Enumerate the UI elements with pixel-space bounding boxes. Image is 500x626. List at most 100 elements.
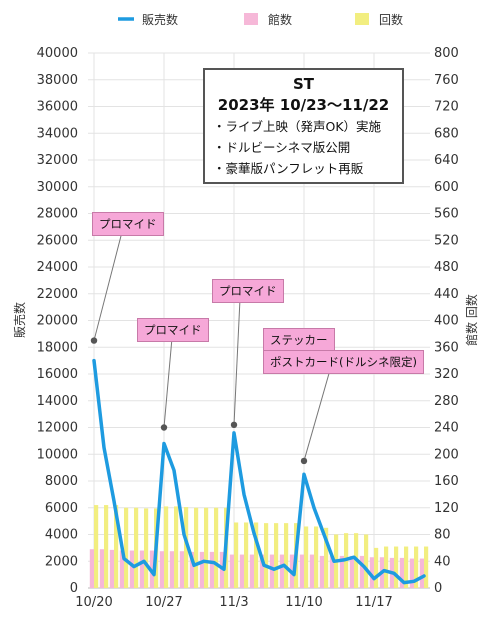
- y-left-tick-label: 28000: [37, 207, 78, 222]
- bar-kansuu: [159, 551, 164, 588]
- bar-kansuu: [279, 554, 284, 588]
- bar-kansuu: [209, 551, 214, 588]
- bar-kaisuu: [304, 526, 309, 588]
- x-axis-ticks: 10/20 10/27 11/3 11/10 11/17: [75, 595, 392, 610]
- bar-kansuu: [399, 557, 404, 588]
- bar-kaisuu: [364, 534, 369, 588]
- left-axis-ticks: 0 2000 4000 6000 8000 10000 12000 14000 16000 180…: [37, 46, 78, 596]
- y-right-tick-label: 360: [434, 340, 459, 355]
- annotation-promide-2: プロマイド: [137, 318, 209, 342]
- annotation-sticker: ステッカー: [263, 328, 335, 352]
- y-left-tick-label: 22000: [37, 287, 78, 302]
- y-right-tick-label: 720: [434, 100, 459, 115]
- y-right-tick-label: 40: [434, 554, 451, 569]
- annotation-leader: [233, 298, 241, 425]
- y-right-tick-label: 480: [434, 260, 459, 275]
- bar-kansuu: [369, 557, 374, 588]
- bar-kansuu: [359, 555, 364, 588]
- bar-kansuu: [419, 558, 424, 588]
- y-right-tick-label: 200: [434, 447, 459, 462]
- annotation-leader: [303, 369, 331, 462]
- y-left-tick-label: 4000: [45, 528, 78, 543]
- bar-kaisuu: [254, 522, 259, 588]
- y-left-tick-label: 20000: [37, 314, 78, 329]
- bar-kansuu: [309, 554, 314, 588]
- note-2: ・ドルビーシネマ版公開: [213, 140, 351, 155]
- x-tick-label: 11/17: [355, 595, 392, 610]
- bar-kansuu: [409, 558, 414, 588]
- annotation-promide-3: プロマイド: [212, 279, 284, 303]
- bar-kaisuu: [234, 522, 239, 588]
- y-right-tick-label: 680: [434, 126, 459, 141]
- annotation-dot: [230, 421, 238, 429]
- y-right-tick-label: 160: [434, 474, 459, 489]
- bar-kansuu: [239, 554, 244, 588]
- annotation-leader: [163, 337, 173, 428]
- bar-kansuu: [319, 555, 324, 588]
- y-left-tick-label: 18000: [37, 340, 78, 355]
- bar-kansuu: [119, 550, 124, 588]
- x-tick-label: 10/20: [75, 595, 112, 610]
- y-left-tick-label: 6000: [45, 501, 78, 516]
- bar-kansuu: [139, 550, 144, 588]
- y-right-tick-label: 760: [434, 73, 459, 88]
- x-tick-label: 10/27: [145, 595, 182, 610]
- y-right-tick-label: 120: [434, 501, 459, 516]
- y-left-tick-label: 14000: [37, 394, 78, 409]
- y-left-tick-label: 32000: [37, 153, 78, 168]
- y-left-tick-label: 40000: [37, 46, 78, 61]
- y-left-tick-label: 24000: [37, 260, 78, 275]
- bar-kaisuu: [114, 505, 119, 588]
- legend-swatch-bar: [244, 13, 258, 25]
- bar-kaisuu: [244, 522, 249, 588]
- annotation-leaders: [90, 231, 331, 465]
- line-series: [92, 358, 426, 585]
- y-left-tick-label: 36000: [37, 100, 78, 115]
- bar-kaisuu: [374, 547, 379, 588]
- bar-kansuu: [229, 554, 234, 588]
- annotation-dot: [160, 424, 168, 431]
- y-right-tick-label: 240: [434, 421, 459, 436]
- bar-kaisuu: [174, 506, 179, 588]
- y-right-tick-label: 800: [434, 46, 459, 61]
- note-1: ・ライブ上映（発声OK）実施: [213, 119, 382, 134]
- x-tick-label: 11/3: [219, 595, 248, 610]
- y-right-tick-label: 0: [434, 581, 442, 596]
- bar-kaisuu: [124, 507, 129, 588]
- bar-kaisuu: [134, 507, 139, 588]
- bar-kansuu: [249, 554, 254, 588]
- legend: 販売数 館数 回数: [118, 12, 403, 27]
- bar-kaisuu: [404, 546, 409, 588]
- chart-subtitle: 2023年 10/23〜11/22: [217, 96, 390, 114]
- y-left-tick-label: 26000: [37, 233, 78, 248]
- bar-kansuu: [349, 555, 354, 588]
- bar-kaisuu: [324, 527, 329, 588]
- y-right-tick-label: 520: [434, 233, 459, 248]
- bar-kaisuu: [384, 546, 389, 588]
- annotation-dot: [90, 337, 98, 344]
- bar-kansuu: [269, 554, 274, 588]
- bar-kansuu: [299, 554, 304, 588]
- hanbaisuu-line: [92, 358, 426, 585]
- annotation-postcard: ポストカード(ドルシネ限定): [263, 350, 424, 374]
- annotation-promide-1: プロマイド: [92, 212, 164, 236]
- bar-kaisuu: [414, 546, 419, 588]
- bar-kaisuu: [204, 507, 209, 588]
- y-right-tick-label: 320: [434, 367, 459, 382]
- y-right-tick-label: 560: [434, 207, 459, 222]
- bar-kansuu: [129, 550, 134, 588]
- bar-kaisuu: [264, 523, 269, 588]
- bar-kaisuu: [314, 526, 319, 588]
- bar-kaisuu: [284, 523, 289, 588]
- y-left-tick-label: 34000: [37, 126, 78, 141]
- annotation-dot: [300, 457, 308, 465]
- x-tick-label: 11/10: [285, 595, 322, 610]
- y-right-tick-label: 280: [434, 394, 459, 409]
- y-left-tick-label: 0: [70, 581, 78, 596]
- bar-kansuu: [189, 551, 194, 588]
- bar-kansuu: [329, 555, 334, 588]
- y-axis-right-label: 館数 回数: [464, 294, 479, 346]
- legend-label: 回数: [379, 12, 403, 27]
- bar-kansuu: [109, 549, 114, 588]
